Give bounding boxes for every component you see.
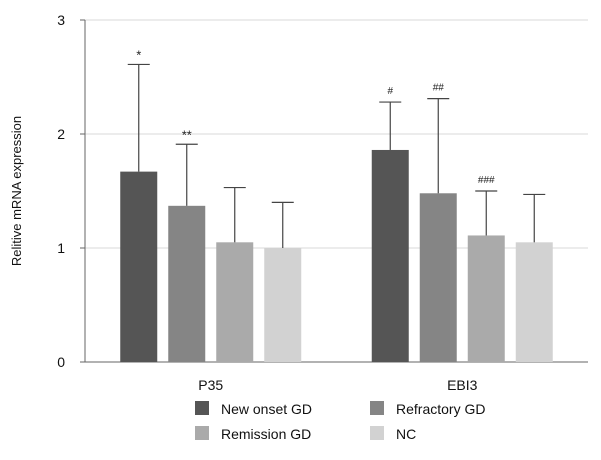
legend: New onset GD Refractory GD Remission GD NC bbox=[195, 401, 485, 442]
legend-label-remission-gd: Remission GD bbox=[221, 426, 311, 442]
bar-refractory-gd-p35 bbox=[168, 205, 206, 362]
gridlines bbox=[85, 19, 588, 249]
bar-remission-gd-p35 bbox=[216, 242, 254, 362]
legend-swatch-new-onset-gd bbox=[195, 401, 209, 415]
bar-nc-ebi3 bbox=[515, 242, 553, 362]
error-bars bbox=[127, 63, 546, 248]
bars bbox=[120, 149, 553, 362]
legend-label-nc: NC bbox=[396, 426, 416, 442]
significance-marker: ** bbox=[182, 127, 192, 142]
y-tick-label: 2 bbox=[57, 126, 65, 142]
legend-swatch-nc bbox=[370, 426, 384, 440]
x-tick-label: EBI3 bbox=[447, 377, 478, 393]
significance-marker: ### bbox=[478, 175, 495, 186]
significance-marker: * bbox=[136, 47, 141, 62]
bar-remission-gd-ebi3 bbox=[467, 235, 505, 362]
bar-nc-p35 bbox=[264, 248, 302, 362]
y-tick-label: 0 bbox=[57, 354, 65, 370]
legend-label-new-onset-gd: New onset GD bbox=[221, 401, 312, 417]
significance-marker: ## bbox=[433, 83, 445, 94]
legend-label-refractory-gd: Refractory GD bbox=[396, 401, 485, 417]
y-tick-label: 3 bbox=[57, 12, 65, 28]
x-tick-label: P35 bbox=[198, 377, 223, 393]
legend-swatch-refractory-gd bbox=[370, 401, 384, 415]
bar-refractory-gd-ebi3 bbox=[419, 193, 457, 362]
significance-markers: ***# ##### bbox=[136, 47, 495, 186]
significance-marker: # bbox=[387, 86, 393, 97]
bar-new-onset-gd-p35 bbox=[120, 171, 158, 362]
legend-swatch-remission-gd bbox=[195, 426, 209, 440]
labels: 0 1 2 3 Relitive mRNA expression P35 EBI3 bbox=[9, 12, 478, 393]
bar-new-onset-gd-ebi3 bbox=[371, 149, 409, 362]
y-axis-label: Relitive mRNA expression bbox=[9, 116, 24, 266]
y-tick-label: 1 bbox=[57, 240, 65, 256]
